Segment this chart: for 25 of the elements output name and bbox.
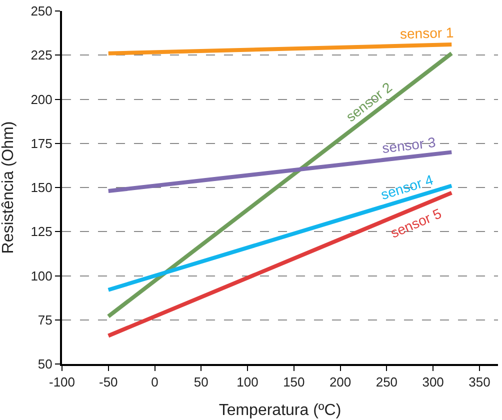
- x-tick-label: 350: [468, 374, 490, 390]
- y-axis-title: Resistência (Ohm): [0, 121, 17, 254]
- x-tick-label: 300: [422, 374, 444, 390]
- x-tick-label: 200: [329, 374, 352, 390]
- y-tick-label: 125: [30, 224, 52, 240]
- x-tick-label: 150: [283, 374, 305, 390]
- x-tick-label: 100: [236, 374, 258, 390]
- x-tick-label: 250: [376, 374, 398, 390]
- y-tick-label: 250: [30, 4, 52, 19]
- text: sensor 4: [378, 171, 436, 203]
- y-tick-label: 50: [38, 356, 52, 372]
- y-tick-label: 225: [30, 48, 52, 63]
- y-tick-label: 150: [30, 180, 52, 196]
- y-tick-label: 100: [30, 268, 52, 284]
- text: sensor 3: [381, 134, 437, 156]
- x-axis-title: Temperatura (ºC): [218, 402, 342, 419]
- y-tick-label: 175: [30, 136, 52, 151]
- x-tick-label: 50: [194, 374, 208, 390]
- x-tick-label: -100: [48, 374, 76, 390]
- series-label: sensor 1: [400, 24, 454, 42]
- y-tick-label: 200: [30, 92, 52, 107]
- x-tick-label: 0: [151, 374, 158, 390]
- text: sensor 5: [388, 205, 444, 241]
- y-tick-label: 75: [38, 312, 52, 328]
- x-tick-label: -50: [98, 374, 118, 390]
